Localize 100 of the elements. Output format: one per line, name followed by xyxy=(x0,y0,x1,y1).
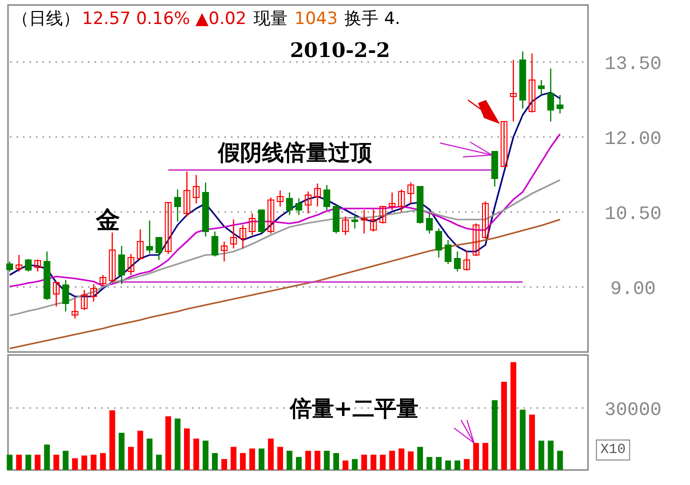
candlestick xyxy=(444,239,452,265)
bar xyxy=(380,454,386,470)
bar xyxy=(118,432,124,470)
annotation: 2010-2-2 xyxy=(290,38,390,62)
bar xyxy=(352,459,358,470)
candlestick xyxy=(72,298,78,320)
annotation: 1043 xyxy=(294,9,338,29)
candlestick xyxy=(295,198,302,216)
candlestick xyxy=(258,208,265,234)
bar xyxy=(473,442,479,470)
candlestick xyxy=(304,190,312,214)
candlestick xyxy=(482,200,489,240)
line-series xyxy=(8,133,561,288)
bar xyxy=(361,454,368,470)
candlestick xyxy=(370,208,377,232)
candlestick xyxy=(220,240,228,262)
bar xyxy=(146,438,152,470)
bar xyxy=(221,459,228,470)
bar xyxy=(202,440,208,470)
bar xyxy=(314,450,320,470)
bar xyxy=(454,460,460,470)
bar xyxy=(25,454,32,470)
candlestick xyxy=(174,188,181,222)
bar xyxy=(389,450,396,470)
annotation: 倍量+二平量 xyxy=(289,396,418,422)
candlestick xyxy=(156,236,162,261)
candlestick xyxy=(16,254,22,272)
bar xyxy=(417,446,423,470)
bar xyxy=(520,410,526,470)
candlestick xyxy=(118,245,125,285)
candlestick xyxy=(6,260,14,272)
annotation: 换手 4. xyxy=(344,9,400,29)
candlestick xyxy=(248,212,256,236)
candlestick xyxy=(128,253,134,276)
candlestick xyxy=(435,228,442,258)
bar xyxy=(16,454,22,470)
candlestick xyxy=(528,52,536,114)
candlestick xyxy=(52,280,60,308)
annotation: 金 xyxy=(95,205,120,234)
bar xyxy=(501,382,507,470)
bar xyxy=(212,453,218,470)
candlestick xyxy=(454,250,461,272)
annotation: 假阴线倍量过顶 xyxy=(217,140,373,166)
candlestick xyxy=(500,120,508,168)
bar xyxy=(62,450,69,470)
bar xyxy=(6,454,13,470)
bar xyxy=(370,454,376,470)
chart-title: （日线） xyxy=(12,9,80,29)
bar xyxy=(277,446,284,470)
candlestick xyxy=(184,170,190,218)
bar xyxy=(445,460,451,470)
candlestick xyxy=(426,212,433,234)
bar xyxy=(342,460,348,470)
candlestick xyxy=(108,232,116,284)
candlestick xyxy=(80,289,88,311)
bar xyxy=(333,453,340,470)
candlestick xyxy=(211,230,218,258)
candlestick xyxy=(538,79,545,96)
candlestick xyxy=(556,94,564,114)
bar xyxy=(249,448,256,470)
bar xyxy=(548,440,554,470)
bar xyxy=(464,459,470,470)
candlestick xyxy=(547,68,554,122)
bar xyxy=(81,456,88,470)
annotation: 12.57 0.16% ▲0.02 xyxy=(82,9,246,29)
candlestick xyxy=(276,190,284,208)
candlestick xyxy=(398,188,405,212)
bar xyxy=(492,400,498,470)
candlestick xyxy=(388,192,396,211)
candlestick xyxy=(34,258,42,272)
candlestick xyxy=(90,283,98,302)
bar xyxy=(482,442,488,470)
candlestick xyxy=(62,279,70,312)
y-tick-label: 9.00 xyxy=(610,278,656,300)
candlestick xyxy=(164,201,172,255)
bar xyxy=(193,438,200,470)
bar xyxy=(109,410,116,470)
candlestick xyxy=(510,59,517,122)
candlestick xyxy=(146,220,153,254)
bar xyxy=(557,450,563,470)
candlestick xyxy=(360,209,368,234)
candlestick xyxy=(463,250,470,272)
bar xyxy=(296,456,302,470)
y-tick-label: 12.00 xyxy=(604,128,662,150)
bar xyxy=(286,450,292,470)
bar xyxy=(240,453,246,470)
bar xyxy=(184,428,190,470)
bar xyxy=(128,446,134,470)
candlestick xyxy=(351,214,358,230)
text: X10 xyxy=(600,442,626,458)
bar xyxy=(324,450,330,470)
bar xyxy=(510,362,516,470)
bar xyxy=(398,448,404,470)
bar xyxy=(174,418,180,470)
bar xyxy=(34,454,41,470)
y-tick-label: 10.50 xyxy=(604,203,662,225)
candlestick xyxy=(314,182,321,208)
bar xyxy=(137,430,144,470)
bar xyxy=(72,458,78,470)
y-tick-label: 30000 xyxy=(604,399,662,422)
